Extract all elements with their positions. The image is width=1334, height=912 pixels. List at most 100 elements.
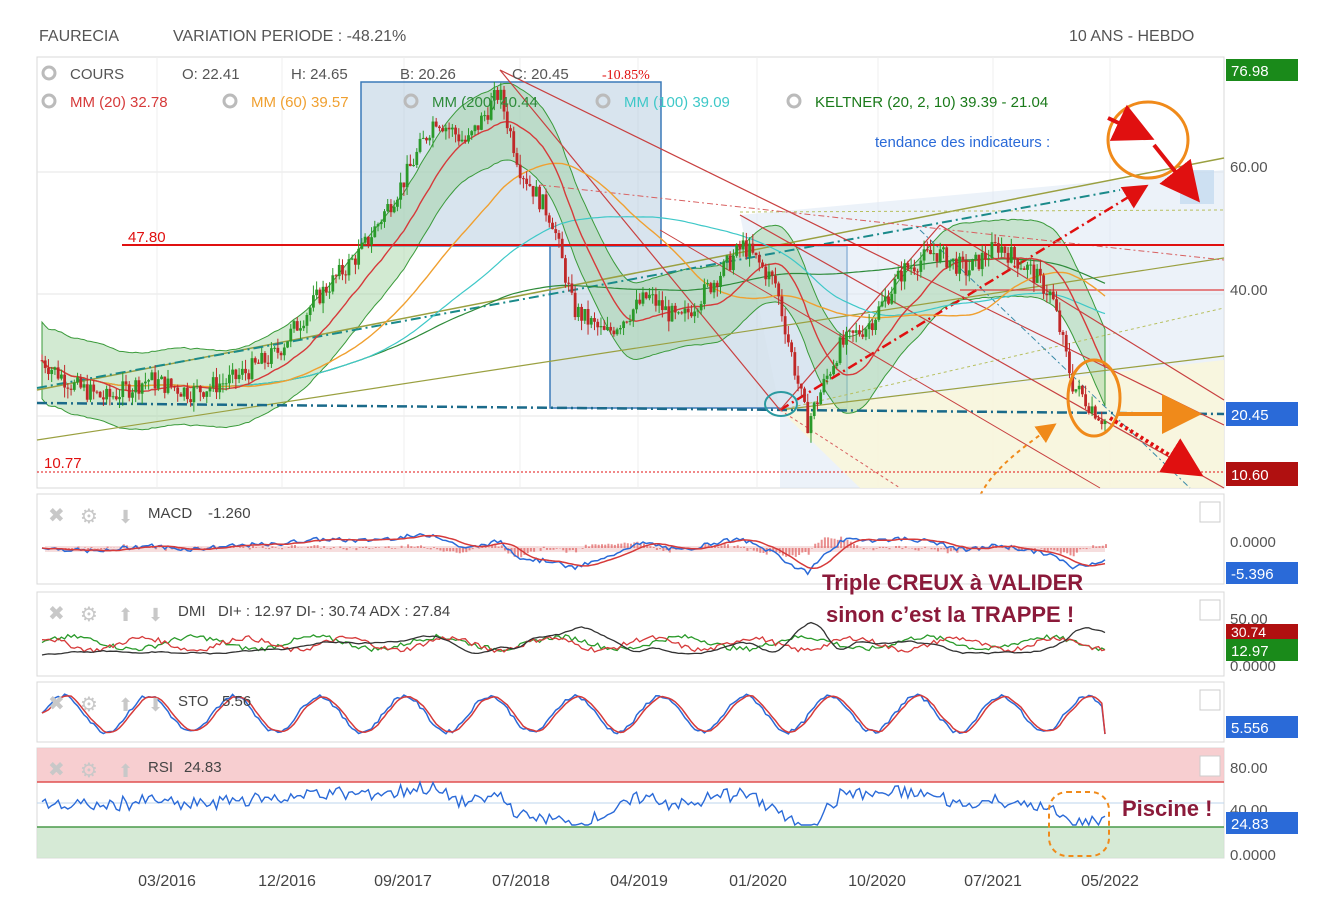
arrow-up-icon[interactable]: ⬆ bbox=[118, 605, 133, 626]
candle-body bbox=[1009, 247, 1013, 263]
close-icon[interactable]: ✖ bbox=[48, 691, 65, 715]
candle-body bbox=[386, 204, 390, 212]
gear-icon[interactable] bbox=[222, 93, 238, 109]
candle-body bbox=[580, 306, 583, 321]
candle-body bbox=[609, 326, 613, 331]
close-icon[interactable]: ✖ bbox=[48, 757, 65, 781]
candle-body bbox=[266, 362, 270, 364]
candle-body bbox=[321, 286, 325, 304]
candle-body bbox=[50, 369, 54, 375]
candle-body bbox=[699, 304, 703, 311]
arrow-up-icon[interactable]: ⬆ bbox=[118, 695, 133, 716]
candle-body bbox=[428, 137, 432, 141]
candle-body bbox=[253, 358, 257, 363]
candle-body bbox=[153, 372, 157, 389]
candle-body bbox=[832, 366, 835, 375]
candle-body bbox=[732, 255, 735, 271]
candle-body bbox=[693, 311, 697, 317]
candle-body bbox=[935, 253, 939, 262]
candle-body bbox=[764, 266, 768, 280]
gear-icon[interactable]: ⚙ bbox=[80, 692, 98, 716]
badge-last-text: 20.45 bbox=[1231, 407, 1269, 424]
gear-icon[interactable] bbox=[41, 65, 57, 81]
low-circle bbox=[764, 391, 798, 417]
candle-body bbox=[942, 247, 945, 250]
candle-body bbox=[250, 358, 254, 380]
candle-body bbox=[916, 271, 920, 273]
annotation-line-2: sinon c’est la TRAPPE ! bbox=[826, 602, 1074, 627]
bottom-circle bbox=[1066, 358, 1122, 438]
candle-body bbox=[725, 255, 729, 262]
arrow-down-icon[interactable]: ⬇ bbox=[148, 695, 163, 716]
dmi-value: DI+ : 12.97 DI- : 30.74 ADX : 27.84 bbox=[218, 603, 450, 620]
candle-body bbox=[903, 263, 907, 282]
gear-icon[interactable] bbox=[786, 93, 802, 109]
badge-high-text: 76.98 bbox=[1231, 63, 1269, 80]
candle-body bbox=[114, 396, 118, 400]
panel-checkbox[interactable] bbox=[1199, 599, 1221, 621]
arrow-up-icon[interactable]: ⬆ bbox=[118, 761, 133, 782]
price-axis: 76.98 60.00 40.00 20.45 10.60 bbox=[1226, 59, 1298, 486]
macd-badge: -5.396 bbox=[1231, 566, 1274, 583]
legend-cours: COURS bbox=[70, 66, 124, 83]
candle-body bbox=[337, 264, 341, 277]
candle-body bbox=[544, 194, 548, 216]
candle-body bbox=[295, 321, 299, 331]
arrow-down-icon[interactable]: ⬇ bbox=[118, 507, 133, 528]
candle-body bbox=[66, 387, 70, 389]
candle-body bbox=[748, 243, 751, 257]
gear-icon[interactable]: ⚙ bbox=[80, 758, 98, 782]
candle-body bbox=[127, 384, 131, 398]
candle-body bbox=[522, 178, 525, 180]
candle-body bbox=[82, 384, 86, 388]
candle-body bbox=[292, 321, 296, 329]
candle-body bbox=[496, 90, 499, 100]
candle-body bbox=[509, 128, 512, 132]
candle-body bbox=[576, 306, 580, 318]
candle-body bbox=[932, 253, 936, 255]
candle-body bbox=[379, 221, 383, 225]
candle-body bbox=[1029, 264, 1033, 266]
candle-body bbox=[974, 254, 978, 260]
candle-body bbox=[583, 308, 587, 321]
candle-body bbox=[72, 382, 76, 390]
candle-body bbox=[751, 243, 755, 253]
candle-body bbox=[63, 374, 67, 388]
panel-checkbox[interactable] bbox=[1199, 501, 1221, 523]
close-icon[interactable]: ✖ bbox=[48, 503, 65, 527]
resistance-label: 47.80 bbox=[128, 229, 166, 246]
candle-body bbox=[383, 211, 386, 222]
rsi-axis-zero: 0.0000 bbox=[1230, 847, 1276, 864]
gear-icon[interactable]: ⚙ bbox=[80, 504, 98, 528]
candle-body bbox=[680, 312, 684, 314]
candle-body bbox=[121, 381, 125, 398]
candle-body bbox=[912, 267, 916, 272]
gear-icon[interactable] bbox=[41, 93, 57, 109]
candle-body bbox=[302, 325, 306, 329]
period-label[interactable]: 10 ANS - HEBDO bbox=[1069, 28, 1195, 45]
gear-icon[interactable]: ⚙ bbox=[80, 602, 98, 626]
candle-body bbox=[673, 305, 677, 313]
dmi-axis-50: 50.00 bbox=[1230, 611, 1268, 628]
arrow-down-icon[interactable]: ⬇ bbox=[148, 605, 163, 626]
badge-last bbox=[1226, 402, 1298, 426]
close-icon[interactable]: ✖ bbox=[48, 601, 65, 625]
panel-checkbox[interactable] bbox=[1199, 755, 1221, 777]
candle-body bbox=[179, 393, 183, 397]
gear-icon[interactable] bbox=[595, 93, 611, 109]
macd-axis-zero: 0.0000 bbox=[1230, 534, 1276, 551]
gear-icon[interactable] bbox=[403, 93, 419, 109]
period-variation: VARIATION PERIODE : -48.21% bbox=[173, 28, 407, 45]
candle-body bbox=[883, 296, 887, 302]
candle-body bbox=[622, 321, 625, 329]
candle-body bbox=[260, 352, 264, 364]
panel-checkbox[interactable] bbox=[1199, 689, 1221, 711]
candle-body bbox=[389, 204, 393, 213]
candle-body bbox=[1097, 418, 1100, 421]
candle-body bbox=[447, 127, 451, 130]
candle-body bbox=[1003, 246, 1007, 253]
candle-body bbox=[706, 283, 709, 285]
candle-body bbox=[124, 381, 128, 385]
candle-body bbox=[408, 163, 412, 167]
candle-body bbox=[531, 185, 535, 197]
